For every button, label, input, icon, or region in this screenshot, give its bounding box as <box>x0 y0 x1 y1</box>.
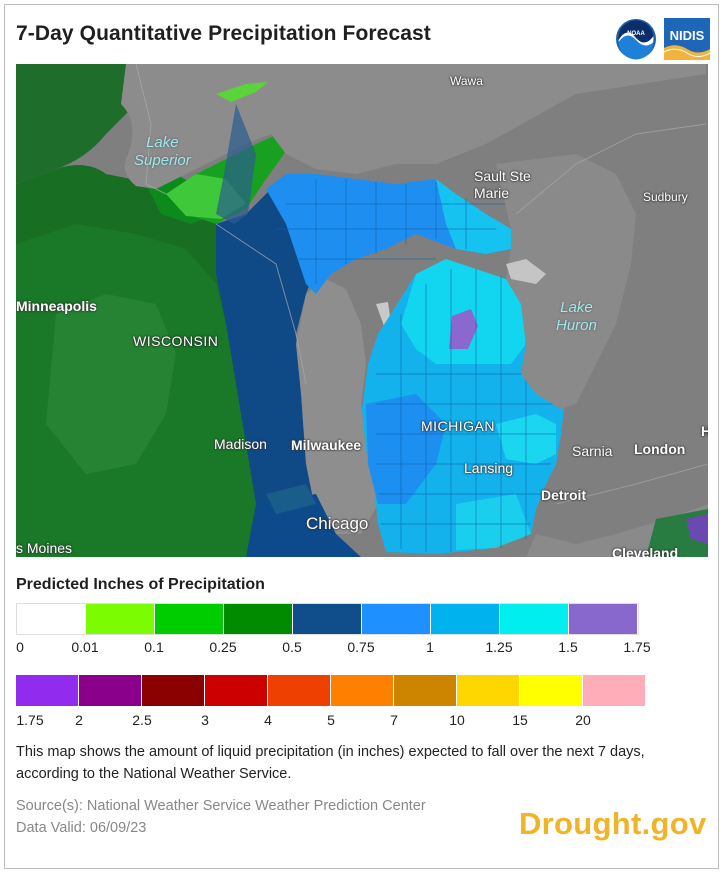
county-boundaries <box>276 179 556 552</box>
label-sarnia: Sarnia <box>572 443 613 459</box>
map-description: This map shows the amount of liquid prec… <box>16 744 645 782</box>
precipitation-map[interactable]: Wawa Lake Superior Sault Ste Marie Sudbu… <box>16 64 708 557</box>
legend-swatch <box>17 604 86 634</box>
noaa-logo-text: NOAA <box>627 31 645 37</box>
legend-swatch <box>457 675 520 706</box>
legend-swatch <box>205 675 268 706</box>
legend-swatch <box>268 675 331 706</box>
legend-tick-label: 2.5 <box>132 712 152 728</box>
label-sudbury: Sudbury <box>643 190 688 204</box>
label-milwaukee: Milwaukee <box>291 437 362 453</box>
legend-scale-low <box>16 603 639 635</box>
legend-tick-label: 1.25 <box>485 639 513 655</box>
source-line: Source(s): National Weather Service Weat… <box>16 798 426 814</box>
legend-swatch <box>520 675 583 706</box>
legend-swatch <box>331 675 394 706</box>
legend-tick-label: 0.1 <box>144 639 164 655</box>
legend-swatch <box>293 604 362 634</box>
legend-tick-label: 1.75 <box>16 712 44 728</box>
legend-swatch <box>431 604 500 634</box>
legend-tick-label: 0 <box>16 639 24 655</box>
legend-tick-label: 10 <box>449 712 465 728</box>
legend-swatch <box>79 675 142 706</box>
label-chicago: Chicago <box>306 514 369 533</box>
legend-title: Predicted Inches of Precipitation <box>16 576 265 593</box>
label-minneapolis: Minneapolis <box>16 298 97 314</box>
source-block: Source(s): National Weather Service Weat… <box>16 795 426 839</box>
label-michigan: MICHIGAN <box>421 418 495 434</box>
label-lake-superior: Lake Superior <box>134 134 191 169</box>
label-lake-huron: Lake Huron <box>556 299 597 334</box>
legend-swatch <box>569 604 638 634</box>
legend-tick-label: 3 <box>201 712 209 728</box>
legend-tick-label: 2 <box>75 712 83 728</box>
label-wisconsin: WISCONSIN <box>133 333 219 349</box>
legend-swatch <box>142 675 205 706</box>
nidis-logo-text: NIDIS <box>670 28 705 43</box>
nidis-logo: NIDIS <box>664 18 710 60</box>
label-lansing: Lansing <box>464 460 514 476</box>
map-card: 7-Day Quantitative Precipitation Forecas… <box>4 4 719 869</box>
noaa-logo: NOAA <box>616 19 656 60</box>
legend-tick-label: 7 <box>390 712 398 728</box>
legend-swatch <box>500 604 569 634</box>
legend-tick-label: 4 <box>264 712 272 728</box>
legend-tick-label: 0.01 <box>71 639 99 655</box>
legend-swatch <box>224 604 293 634</box>
label-cleveland: Cleveland <box>612 545 679 557</box>
legend-tick-label: 5 <box>327 712 335 728</box>
legend-tick-label: 15 <box>512 712 528 728</box>
page-title: 7-Day Quantitative Precipitation Forecas… <box>16 22 431 45</box>
legend-tick-label: 1.75 <box>623 639 651 655</box>
legend-swatch <box>16 675 79 706</box>
legend-swatch <box>394 675 457 706</box>
legend-scale-high <box>16 675 646 706</box>
legend-swatch <box>583 675 646 706</box>
legend-swatch <box>155 604 224 634</box>
legend-tick-label: 0.5 <box>282 639 302 655</box>
legend-tick-label: 1 <box>426 639 434 655</box>
label-detroit: Detroit <box>541 487 587 503</box>
map-canvas <box>16 64 708 557</box>
label-wawa: Wawa <box>450 74 483 88</box>
legend-swatch <box>86 604 155 634</box>
drought-gov-brand[interactable]: Drought.gov <box>519 806 707 841</box>
legend-tick-label: 20 <box>575 712 591 728</box>
legend-tick-label: 0.75 <box>347 639 375 655</box>
legend-tick-label: 1.5 <box>558 639 578 655</box>
label-des-moines: s Moines <box>16 540 73 556</box>
label-h-partial: H <box>701 423 708 439</box>
legend-swatch <box>362 604 431 634</box>
label-london: London <box>634 441 686 457</box>
legend-tick-label: 0.25 <box>209 639 237 655</box>
data-valid-line: Data Valid: 06/09/23 <box>16 820 147 836</box>
label-madison: Madison <box>214 436 267 452</box>
label-sault-ste-marie: Sault Ste Marie <box>474 168 531 201</box>
